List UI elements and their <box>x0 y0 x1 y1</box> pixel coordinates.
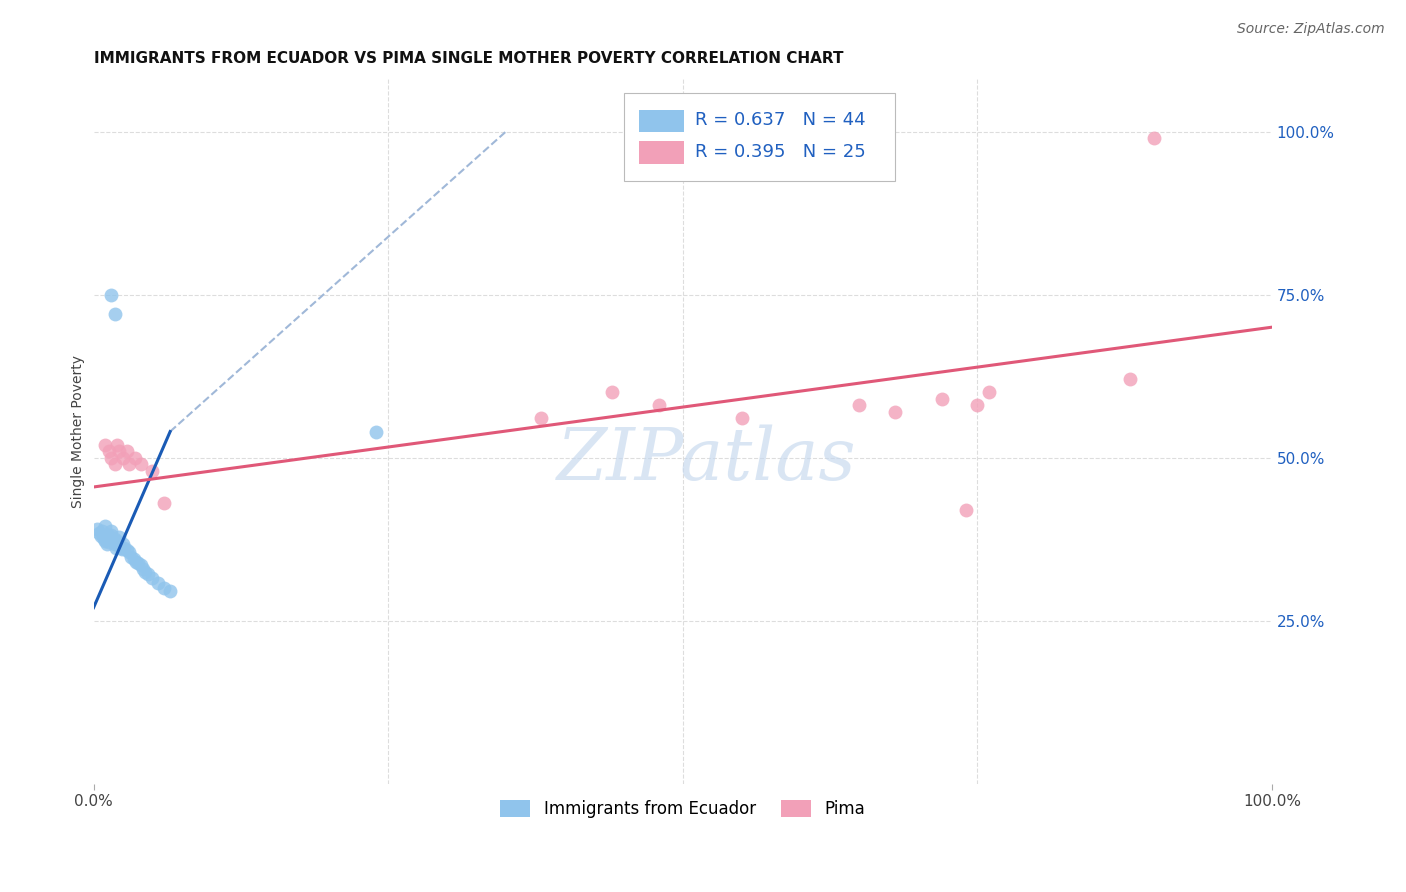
Point <box>100 524 122 538</box>
Point <box>132 561 155 575</box>
Point <box>104 307 127 321</box>
Point <box>127 556 149 570</box>
Point <box>104 457 127 471</box>
Point <box>107 537 129 551</box>
Point <box>98 530 121 544</box>
Point <box>105 437 128 451</box>
Legend: Immigrants from Ecuador, Pima: Immigrants from Ecuador, Pima <box>494 793 872 825</box>
Point <box>90 529 112 543</box>
Point <box>101 532 124 546</box>
Point <box>120 549 142 564</box>
Point <box>112 450 135 465</box>
Point <box>97 535 120 549</box>
Point <box>115 444 138 458</box>
Point <box>100 527 122 541</box>
Point <box>141 464 163 478</box>
Text: R = 0.395   N = 25: R = 0.395 N = 25 <box>695 143 865 161</box>
Point <box>108 530 131 544</box>
Point <box>97 532 120 546</box>
Point <box>104 541 127 555</box>
FancyBboxPatch shape <box>624 94 894 181</box>
Point <box>124 450 146 465</box>
Point <box>91 527 114 541</box>
Text: Source: ZipAtlas.com: Source: ZipAtlas.com <box>1237 22 1385 37</box>
Point <box>530 411 553 425</box>
Point <box>129 457 152 471</box>
Point <box>89 525 111 540</box>
Point <box>730 411 752 425</box>
Text: ZIPatlas: ZIPatlas <box>557 425 856 495</box>
Text: IMMIGRANTS FROM ECUADOR VS PIMA SINGLE MOTHER POVERTY CORRELATION CHART: IMMIGRANTS FROM ECUADOR VS PIMA SINGLE M… <box>94 51 844 66</box>
Point <box>153 581 176 595</box>
Point <box>966 399 988 413</box>
Point <box>1143 131 1166 145</box>
Point <box>96 537 118 551</box>
Point <box>110 541 132 555</box>
Point <box>136 566 159 581</box>
Point <box>134 565 156 579</box>
Point <box>104 537 127 551</box>
Point <box>883 405 905 419</box>
Point <box>90 524 112 538</box>
Point <box>103 535 125 549</box>
Point <box>97 527 120 541</box>
Point <box>115 543 138 558</box>
Point <box>125 555 148 569</box>
Point <box>108 444 131 458</box>
Point <box>111 541 134 556</box>
Point <box>104 532 127 546</box>
Point <box>97 444 120 458</box>
Point <box>648 399 671 413</box>
Text: R = 0.637   N = 44: R = 0.637 N = 44 <box>695 112 865 129</box>
Point <box>93 532 115 546</box>
Y-axis label: Single Mother Poverty: Single Mother Poverty <box>72 355 86 508</box>
Point <box>141 571 163 585</box>
Point <box>112 537 135 551</box>
FancyBboxPatch shape <box>640 141 683 164</box>
Point <box>118 457 141 471</box>
Point <box>366 425 388 439</box>
Point <box>100 450 122 465</box>
Point <box>129 558 152 573</box>
Point <box>94 519 117 533</box>
Point <box>94 437 117 451</box>
Point <box>100 287 122 301</box>
Point <box>159 584 181 599</box>
Point <box>94 534 117 549</box>
Point <box>122 551 145 566</box>
Point <box>148 575 170 590</box>
Point <box>112 541 135 555</box>
Point <box>1119 372 1142 386</box>
FancyBboxPatch shape <box>640 110 683 132</box>
Point <box>600 385 623 400</box>
Point <box>955 503 977 517</box>
Point <box>153 496 176 510</box>
Point <box>105 534 128 549</box>
Point <box>977 385 1000 400</box>
Point <box>931 392 953 406</box>
Point <box>118 545 141 559</box>
Point <box>848 399 870 413</box>
Point <box>86 522 108 536</box>
